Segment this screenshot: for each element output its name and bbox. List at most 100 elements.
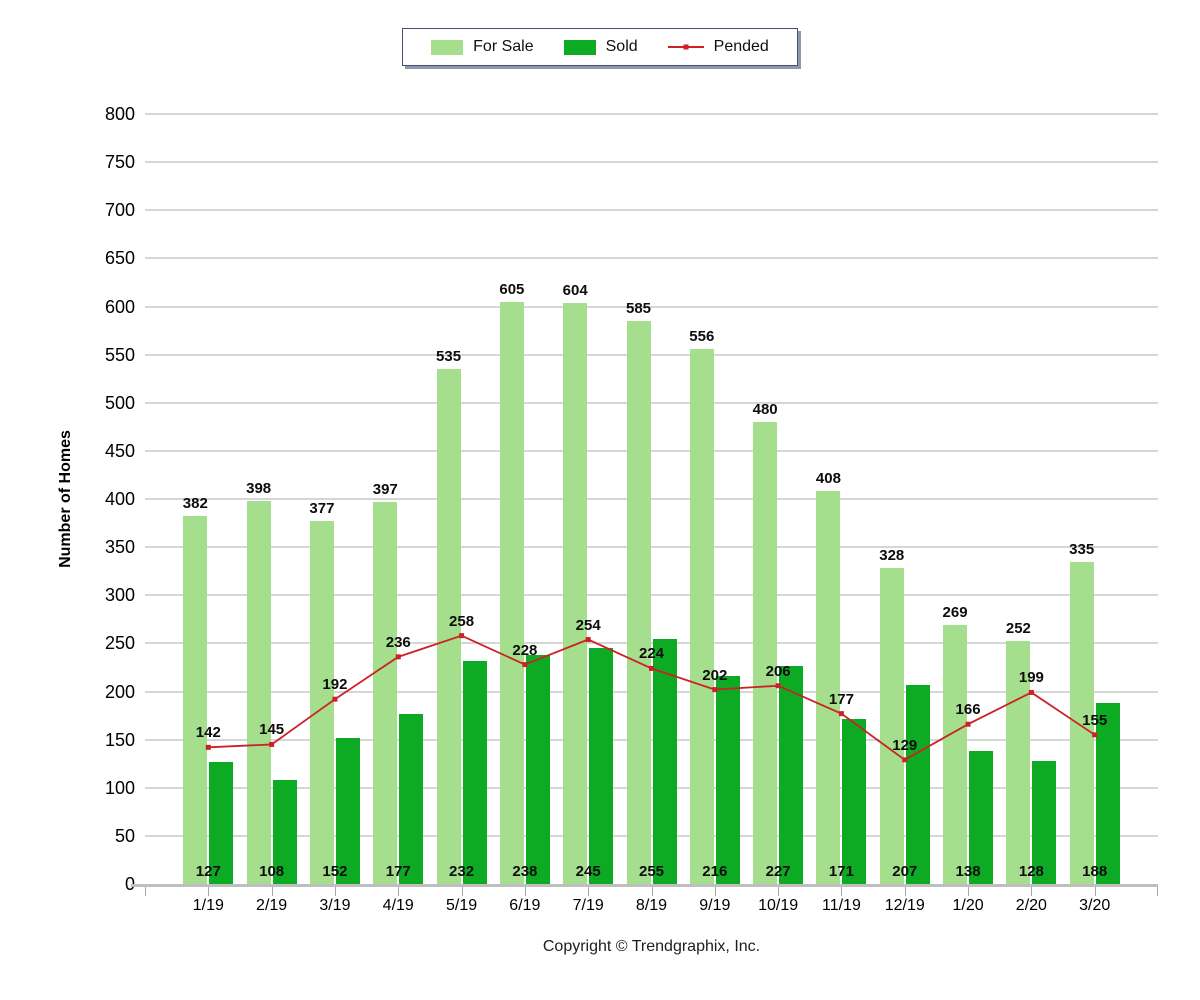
- sold-value-label: 177: [385, 863, 411, 880]
- x-category-tick: [208, 887, 210, 896]
- x-tick-label: 8/19: [635, 897, 668, 914]
- pended-line-swatch-icon: [667, 44, 704, 50]
- x-category-tick: [588, 887, 590, 896]
- legend-item-for-sale: For Sale: [431, 38, 534, 56]
- x-tick-label: 7/19: [572, 897, 604, 914]
- x-tick-label: 9/19: [699, 897, 731, 914]
- bar-for-sale: [183, 516, 208, 884]
- x-tick-label: 3/20: [1079, 897, 1111, 914]
- y-gridline: [145, 449, 1158, 452]
- pended-value-label: 224: [638, 645, 665, 663]
- y-tick-label: 500: [104, 392, 135, 413]
- bar-for-sale: [246, 500, 271, 884]
- pended-value-label: 177: [828, 690, 854, 708]
- bar-sold: [969, 751, 994, 884]
- for-sale-value-label: 556: [689, 327, 715, 345]
- x-category-tick: [1094, 887, 1096, 896]
- x-tick-label: 2/19: [256, 897, 288, 914]
- x-tick-label: 4/19: [382, 897, 414, 914]
- bar-sold: [652, 638, 677, 884]
- pended-value-label: 129: [892, 736, 918, 754]
- bar-sold: [1032, 760, 1057, 884]
- x-category-tick: [651, 887, 653, 896]
- x-category-tick: [714, 887, 716, 896]
- x-category-tick: [524, 887, 526, 896]
- for-sale-value-label: 604: [562, 281, 588, 299]
- y-gridline: [145, 305, 1158, 308]
- for-sale-value-label: 328: [879, 547, 905, 565]
- sold-value-label: 255: [638, 863, 665, 880]
- pended-value-label: 206: [765, 662, 791, 680]
- y-tick-label: 250: [104, 633, 135, 654]
- bar-sold: [1095, 703, 1120, 884]
- y-tick-label: 350: [104, 537, 135, 558]
- for-sale-value-label: 397: [372, 480, 398, 498]
- for-sale-value-label: 269: [942, 604, 968, 622]
- x-category-tick: [778, 887, 780, 896]
- chart-legend: For Sale Sold Pended: [0, 28, 1200, 66]
- pended-value-label: 254: [575, 616, 601, 634]
- pended-value-label: 228: [512, 641, 538, 659]
- y-gridline: [145, 401, 1158, 404]
- y-gridline: [145, 546, 1158, 549]
- bar-for-sale: [563, 302, 588, 884]
- x-tick-label: 10/19: [758, 897, 799, 914]
- y-gridline: [145, 786, 1158, 789]
- x-tick-label: 1/20: [952, 897, 984, 914]
- sold-value-label: 227: [765, 863, 791, 880]
- bar-for-sale: [689, 348, 714, 884]
- y-gridline: [145, 353, 1158, 356]
- for-sale-value-label: 398: [246, 479, 272, 497]
- pended-value-label: 155: [1082, 711, 1108, 729]
- legend-item-sold: Sold: [563, 38, 638, 56]
- bar-for-sale: [436, 369, 461, 884]
- bar-for-sale: [943, 625, 968, 884]
- x-tick-label: 1/19: [192, 897, 224, 914]
- x-axis-end-tick: [145, 887, 146, 896]
- bar-sold: [779, 665, 804, 884]
- sold-value-label: 216: [702, 863, 728, 880]
- sold-value-label: 238: [512, 863, 538, 880]
- bar-for-sale: [499, 301, 524, 884]
- for-sale-value-label: 480: [752, 401, 778, 418]
- x-axis-line: [131, 884, 1158, 887]
- for-sale-value-label: 382: [182, 495, 208, 513]
- y-tick-label: 0: [124, 874, 135, 894]
- for-sale-value-label: 535: [436, 348, 462, 366]
- x-category-tick: [968, 887, 970, 896]
- pended-value-label: 142: [195, 724, 221, 742]
- x-tick-label: 5/19: [445, 897, 478, 914]
- legend-item-pended: Pended: [667, 38, 769, 56]
- y-gridline: [145, 834, 1158, 837]
- sold-value-label: 171: [828, 863, 854, 880]
- legend-label-for-sale: For Sale: [473, 38, 534, 55]
- y-tick-label: 650: [104, 248, 135, 269]
- x-tick-label: 6/19: [509, 897, 541, 914]
- y-tick-label: 800: [104, 104, 135, 124]
- pended-value-label: 166: [955, 701, 981, 719]
- y-tick-label: 750: [104, 152, 135, 173]
- y-gridline: [145, 161, 1158, 164]
- bar-sold: [525, 654, 550, 884]
- y-tick-label: 100: [104, 777, 135, 798]
- sold-value-label: 128: [1018, 863, 1044, 880]
- y-tick-label: 550: [104, 344, 135, 365]
- x-axis-end-tick: [1157, 887, 1158, 896]
- y-tick-label: 400: [104, 489, 135, 509]
- x-tick-label: 11/19: [822, 897, 861, 914]
- bar-sold: [589, 648, 614, 884]
- pended-value-label: 199: [1018, 669, 1044, 687]
- bar-sold: [209, 761, 234, 884]
- legend-box: For Sale Sold Pended: [402, 28, 798, 66]
- for-sale-value-label: 585: [625, 299, 652, 317]
- x-tick-label: 3/19: [319, 897, 351, 914]
- legend-label-sold: Sold: [605, 38, 638, 55]
- bar-for-sale: [753, 422, 778, 884]
- copyright-text: Copyright © Trendgraphix, Inc.: [542, 938, 761, 955]
- bar-for-sale: [309, 521, 334, 884]
- x-category-tick: [271, 887, 273, 896]
- sold-swatch-icon: [563, 39, 596, 55]
- for-sale-swatch-icon: [431, 39, 464, 55]
- pended-value-label: 192: [322, 676, 348, 694]
